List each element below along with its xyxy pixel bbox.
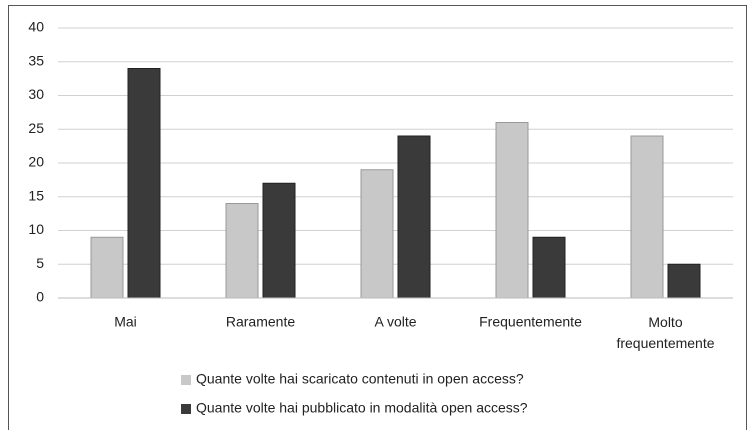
bar: [262, 182, 296, 299]
legend-label: Quante volte hai pubblicato in modalità …: [196, 400, 528, 416]
bar: [360, 169, 394, 299]
y-tick-label: 35: [28, 52, 44, 68]
bar: [397, 135, 431, 299]
x-tick-label: Frequentemente: [479, 314, 582, 330]
y-tick-label: 30: [28, 86, 44, 102]
bar: [630, 135, 664, 299]
x-tick-label: Mai: [114, 314, 137, 330]
bar: [225, 203, 259, 299]
x-tick-label: Raramente: [226, 314, 295, 330]
bar: [667, 263, 701, 299]
y-tick-label: 15: [28, 187, 44, 203]
bar: [127, 68, 161, 299]
y-tick-label: 0: [36, 289, 44, 305]
y-tick-label: 25: [28, 120, 44, 136]
legend-swatch: [181, 375, 191, 385]
y-tick-label: 40: [28, 19, 44, 35]
x-tick-label: Molto frequentemente: [616, 314, 714, 351]
bar: [532, 236, 566, 299]
y-tick-label: 5: [36, 255, 44, 271]
x-tick-label: A volte: [374, 314, 416, 330]
bar: [90, 236, 124, 299]
y-tick-label: 20: [28, 154, 44, 170]
legend-label: Quante volte hai scaricato contenuti in …: [196, 371, 524, 387]
chart-frame: [8, 5, 747, 430]
y-tick-label: 10: [28, 221, 44, 237]
legend-swatch: [181, 404, 191, 414]
bar: [495, 122, 529, 299]
